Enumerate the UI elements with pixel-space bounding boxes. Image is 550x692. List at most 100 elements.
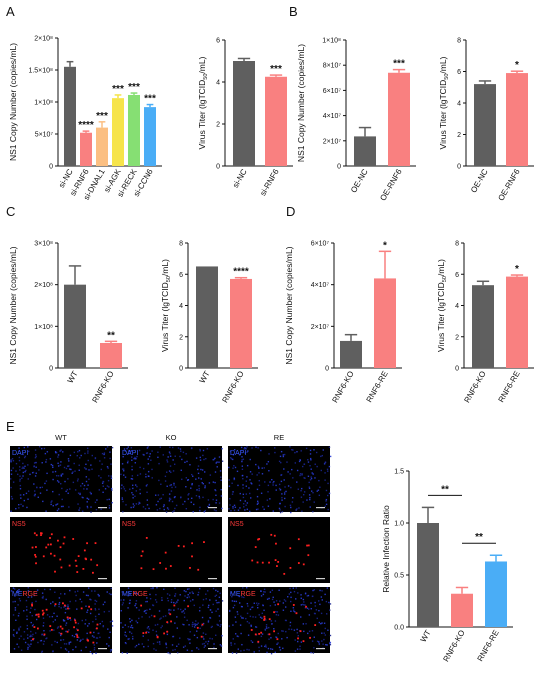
panel-letter-b: B <box>289 4 298 19</box>
y-tick-label: 4×10⁷ <box>311 282 330 289</box>
y-tick-label: 2×10⁷ <box>311 324 330 331</box>
category-label: RNF6-KO <box>90 370 115 405</box>
category-label: RNF6-RE <box>497 370 522 405</box>
category-label: RNF6-RE <box>365 370 390 405</box>
panel-letter-c: C <box>6 204 15 219</box>
y-tick-label: 2×10⁷ <box>323 138 342 145</box>
bar-si-rnf6 <box>265 76 287 166</box>
micro-background <box>120 517 222 583</box>
y-tick-label: 0 <box>337 164 341 171</box>
y-axis-label: NS1 Copy Number (copies/mL) <box>284 246 294 364</box>
micro-image-ns5-wt: NS5 <box>10 517 112 583</box>
category-label: OE-RNF6 <box>378 167 404 202</box>
y-tick-label: 8 <box>457 38 461 45</box>
significance-label: * <box>515 60 519 71</box>
significance-label: *** <box>128 82 140 93</box>
y-tick-label: 1×10⁸ <box>34 324 53 331</box>
category-label: RNF6-KO <box>462 370 487 405</box>
category-label: OE-NC <box>349 167 370 194</box>
y-tick-label: 8×10⁷ <box>323 63 342 70</box>
y-axis-label: Virus Titer (lgTCID50/mL) <box>160 259 172 352</box>
category-label: WT <box>198 369 212 384</box>
bar-rnf6-ko <box>451 593 473 627</box>
micro-background <box>228 517 330 583</box>
significance-label: ** <box>441 484 449 495</box>
micro-column-label: RE <box>274 433 284 442</box>
y-tick-label: 2 <box>455 334 459 341</box>
y-tick-label: 0 <box>49 164 53 171</box>
y-tick-label: 1×10⁸ <box>34 100 53 107</box>
y-tick-label: 1.5 <box>394 469 404 476</box>
chart-d1: 0 2×10⁷ 4×10⁷ 6×10⁷ NS1 Copy Number (copies/… <box>284 240 402 404</box>
category-label: si-RNF6 <box>258 167 281 197</box>
y-tick-label: 6 <box>455 272 459 279</box>
y-tick-label: 4 <box>455 303 459 310</box>
bar-oe-rnf6 <box>388 72 410 166</box>
significance-label: *** <box>270 64 282 75</box>
y-tick-label: 0 <box>455 366 459 373</box>
channel-label: MERGE <box>12 591 38 598</box>
category-label: OE-NC <box>469 167 490 194</box>
significance-label: *** <box>393 59 405 70</box>
chart-a2: 0 2 4 6 Virus Titer (lgTCID50/mL) si-NC *** si-… <box>197 38 293 197</box>
y-tick-label: 6 <box>216 38 220 45</box>
chart-c2: 0 2 4 6 8 Virus Titer (lgTCID50/mL) WT **** RNF6… <box>160 241 258 404</box>
y-tick-label: 6 <box>179 272 183 279</box>
y-axis-label: Virus Titer (lgTCID50/mL) <box>436 259 448 352</box>
bar-si-rnf6 <box>80 132 92 166</box>
bar-rnf6-ko <box>340 340 362 368</box>
bar-rnf6-re <box>374 278 396 368</box>
category-label: si-NC <box>231 167 249 189</box>
category-label: WT <box>66 369 80 384</box>
y-tick-label: 8 <box>455 241 459 248</box>
micro-image-dapi-wt: DAPI <box>10 446 114 513</box>
y-tick-label: 4 <box>457 101 461 108</box>
micro-image-dapi-ko: DAPI <box>120 446 224 513</box>
category-label: RNF6-KO <box>441 629 466 664</box>
bar-rnf6-re <box>485 561 507 627</box>
significance-label: *** <box>112 84 124 95</box>
bar-wt <box>196 266 218 368</box>
y-axis-label: NS1 Copy Number (copies/mL) <box>296 44 306 162</box>
micro-image-me-wt: MERGE <box>10 587 114 655</box>
micro-image-dapi-re: DAPI <box>228 446 332 514</box>
y-axis-label: Virus Titer (lgTCID50/mL) <box>197 56 209 149</box>
y-tick-label: 0 <box>179 366 183 373</box>
significance-label: * <box>383 240 387 251</box>
bar-si-dnal1 <box>96 127 108 166</box>
bar-si-agk <box>112 98 124 166</box>
significance-label: **** <box>78 120 94 131</box>
chart-a1: 0 5×10⁷ 1×10⁸ 1.5×10⁸ 2×10⁸ NS1 Copy Number (… <box>8 36 162 202</box>
micro-image-ns5-re: NS5 <box>228 517 330 583</box>
y-tick-label: 1×10⁸ <box>322 38 341 45</box>
significance-label: ** <box>475 532 483 543</box>
significance-label: ** <box>107 330 115 341</box>
y-axis-label: Relative Infection Ratio <box>381 505 391 593</box>
micro-image-me-re: MERGE <box>228 587 332 655</box>
bar-rnf6-ko <box>472 285 494 368</box>
bar-si-nc <box>64 66 76 166</box>
y-axis-label: NS1 Copy Number (copies/mL) <box>8 43 18 161</box>
bar-oe-nc <box>474 84 496 166</box>
bar-si-ccn6 <box>144 107 156 166</box>
bar-si-nc <box>233 61 255 166</box>
significance-label: **** <box>233 267 249 278</box>
y-tick-label: 8 <box>179 241 183 248</box>
micro-background <box>10 446 112 512</box>
chart-b1: 0 2×10⁷ 4×10⁷ 6×10⁷ 8×10⁷ 1×10⁸ NS1 Copy Numbe… <box>296 38 416 202</box>
channel-label: NS5 <box>122 521 136 528</box>
channel-label: MERGE <box>230 591 256 598</box>
significance-label: *** <box>144 94 156 105</box>
category-label: RNF6-KO <box>330 370 355 405</box>
panel-letter-e: E <box>6 419 15 434</box>
y-axis-label: Virus Titer (lgTCID50/mL) <box>438 56 450 149</box>
channel-label: NS5 <box>230 521 244 528</box>
bar-rnf6-ko <box>100 343 122 368</box>
bar-wt <box>417 523 439 627</box>
channel-label: DAPI <box>230 450 246 457</box>
channel-label: DAPI <box>12 450 28 457</box>
y-tick-label: 4 <box>179 303 183 310</box>
micro-background <box>228 587 330 653</box>
y-tick-label: 0 <box>216 164 220 171</box>
